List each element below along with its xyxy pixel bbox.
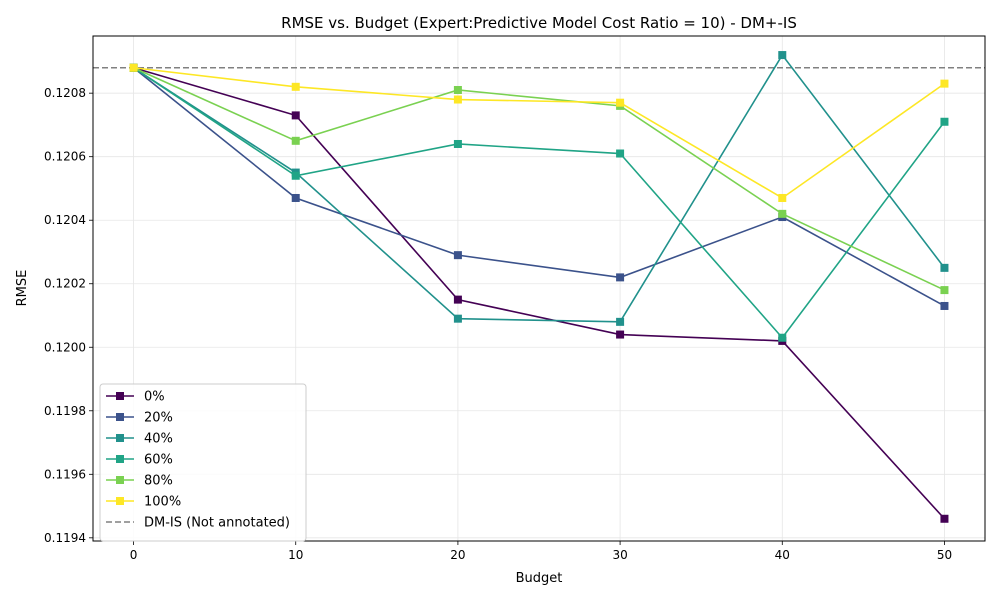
- data-point: [453, 251, 462, 260]
- y-tick-label: 0.1196: [44, 467, 86, 481]
- data-point: [778, 333, 787, 342]
- data-point: [453, 295, 462, 304]
- legend-item: DM-IS (Not annotated): [106, 516, 290, 531]
- series-line: [133, 67, 945, 307]
- data-point: [940, 301, 949, 310]
- series-layer: [129, 51, 949, 523]
- data-point: [940, 79, 949, 88]
- y-axis-ticks: 0.1194 0.1196 0.1198 0.1200 0.1202 0.1204 0.12…: [44, 86, 93, 545]
- data-point: [453, 85, 462, 94]
- y-tick-label: 0.1202: [44, 277, 86, 291]
- legend-marker: [116, 434, 124, 442]
- legend-label: 100%: [144, 495, 181, 510]
- data-point: [940, 514, 949, 523]
- series-line: [133, 67, 945, 291]
- x-tick-label: 0: [130, 548, 138, 562]
- series-line: [133, 66, 946, 520]
- legend-marker: [116, 497, 124, 505]
- plot-area-frame: [92, 35, 986, 542]
- data-point: [940, 117, 949, 126]
- legend-marker: [116, 476, 124, 484]
- legend-label: 80%: [144, 474, 173, 489]
- legend-item: 0%: [106, 390, 165, 405]
- x-tick-label: 50: [937, 548, 952, 562]
- data-point: [616, 273, 625, 282]
- x-tick-label: 10: [288, 548, 303, 562]
- data-point: [778, 51, 787, 60]
- legend-item: 80%: [106, 474, 173, 489]
- legend-item: 40%: [106, 432, 173, 447]
- data-point: [291, 111, 300, 120]
- data-point: [453, 314, 462, 323]
- legend-item: 100%: [106, 495, 181, 510]
- y-tick-label: 0.1208: [44, 86, 86, 100]
- data-point: [616, 330, 625, 339]
- data-point: [616, 98, 625, 107]
- legend-label: 20%: [144, 411, 173, 426]
- y-tick-label: 0.1200: [44, 340, 86, 354]
- series-60pct: [129, 63, 949, 342]
- y-tick-label: 0.1206: [44, 150, 86, 164]
- y-axis-label: RMSE: [15, 270, 30, 307]
- series-line: [133, 66, 945, 199]
- legend-item: 60%: [106, 453, 173, 468]
- legend-label: DM-IS (Not annotated): [144, 516, 290, 531]
- data-point: [129, 63, 138, 72]
- y-tick-label: 0.1204: [44, 213, 86, 227]
- data-point: [940, 286, 949, 295]
- chart-title: RMSE vs. Budget (Expert:Predictive Model…: [281, 14, 797, 32]
- legend-marker: [116, 413, 124, 421]
- data-point: [778, 209, 787, 218]
- series-line: [133, 67, 946, 339]
- legend-label: 40%: [144, 432, 173, 447]
- legend-label: 0%: [144, 390, 165, 405]
- legend: 0% 20% 40% 60% 80% 100% DM-IS (Not annotated): [99, 383, 307, 542]
- x-axis-label: Budget: [516, 571, 563, 586]
- x-tick-label: 20: [450, 548, 465, 562]
- legend-box: [99, 383, 307, 542]
- data-point: [291, 193, 300, 202]
- data-point: [291, 136, 300, 145]
- data-point: [616, 317, 625, 326]
- data-point: [453, 95, 462, 104]
- x-tick-label: 40: [775, 548, 790, 562]
- data-point: [453, 139, 462, 148]
- legend-label: 60%: [144, 453, 173, 468]
- data-point: [616, 149, 625, 158]
- y-tick-label: 0.1194: [44, 531, 86, 545]
- x-tick-label: 30: [612, 548, 627, 562]
- legend-item: 20%: [106, 411, 173, 426]
- series-line: [133, 53, 946, 323]
- series-40pct: [129, 51, 949, 326]
- legend-marker: [116, 392, 124, 400]
- y-tick-label: 0.1198: [44, 404, 86, 418]
- data-point: [291, 171, 300, 180]
- data-point: [291, 82, 300, 91]
- x-axis-ticks: 0 10 20 30 40 50: [130, 541, 952, 562]
- data-point: [778, 193, 787, 202]
- data-point: [940, 263, 949, 272]
- series-100pct: [129, 63, 949, 202]
- series-80pct: [129, 63, 949, 295]
- legend-marker: [116, 455, 124, 463]
